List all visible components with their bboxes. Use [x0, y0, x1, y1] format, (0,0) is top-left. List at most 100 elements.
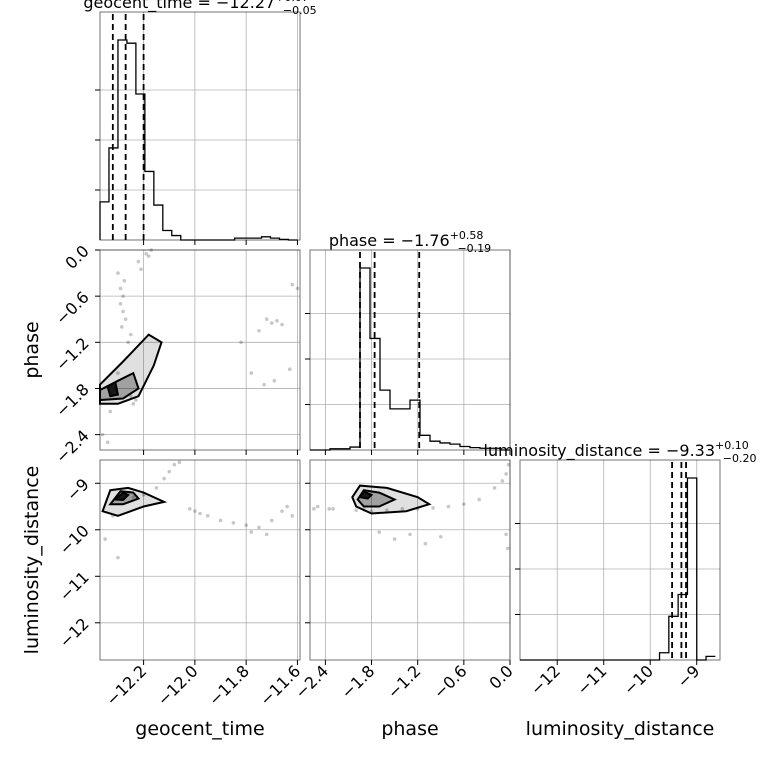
title-main: geocent_time = −12.27	[83, 0, 275, 13]
x-tick-label: −1.8	[337, 661, 378, 702]
x-tick-label: −10	[620, 661, 657, 698]
sample-point	[116, 371, 120, 375]
x-tick-label: −11.8	[205, 661, 253, 709]
sample-point	[257, 525, 261, 530]
x-axis-label-geocent_time: geocent_time	[135, 718, 264, 740]
sample-point	[231, 520, 236, 525]
sample-point	[239, 340, 243, 345]
y-axis-label-luminosity_distance: luminosity_distance	[21, 466, 43, 655]
sample-point	[327, 507, 332, 511]
sample-point	[392, 537, 397, 541]
grid-layer	[100, 12, 720, 660]
x-tick-label: −12.0	[154, 661, 202, 709]
sample-point	[287, 367, 292, 372]
x-tick-label: −1.2	[384, 661, 425, 702]
sample-point	[504, 472, 508, 476]
sample-point	[193, 509, 197, 513]
sample-point	[187, 507, 192, 511]
sample-point	[408, 532, 412, 537]
sample-point	[506, 462, 511, 467]
sample-point	[162, 476, 166, 481]
sample-point	[290, 282, 295, 287]
contour-level	[112, 491, 130, 502]
y-tick-label: −2.4	[52, 426, 93, 467]
y-tick-label: 0.0	[61, 241, 92, 272]
sample-point	[504, 532, 508, 537]
y-tick-label: −1.8	[52, 380, 93, 421]
histogram-phase	[310, 267, 510, 451]
axes-frame	[309, 459, 511, 661]
title-geocent_time: geocent_time = −12.27+0.07−0.05	[83, 0, 316, 17]
sample-point	[118, 286, 123, 291]
sample-point	[262, 382, 266, 387]
sample-point	[249, 371, 254, 375]
sample-point	[285, 504, 289, 509]
title-phase: phase = −1.76+0.58 −0.19	[329, 229, 491, 255]
contour-level	[358, 490, 374, 500]
sample-point	[269, 518, 274, 523]
sample-point	[136, 259, 141, 264]
sample-point	[131, 495, 136, 500]
contour-layer	[99, 333, 432, 517]
sample-point	[144, 252, 148, 256]
axes-frame	[99, 11, 301, 241]
sample-point	[103, 537, 107, 541]
title-luminosity_distance: luminosity_distance = −9.33+0.10 −0.20	[484, 439, 757, 465]
sample-point	[105, 440, 110, 445]
contour-level	[106, 380, 120, 398]
sample-point	[462, 502, 466, 506]
scatter-layer	[100, 248, 511, 560]
sample-point	[134, 398, 138, 402]
sample-point	[423, 541, 428, 546]
y-tick-label: −10	[56, 521, 93, 558]
x-tick-label: 0.0	[485, 661, 516, 692]
x-tick-label: −12	[527, 661, 564, 698]
axes-frame	[99, 249, 301, 451]
y-axis-label-phase: phase	[21, 321, 43, 378]
x-tick-label: −2.4	[291, 661, 332, 702]
tick-layer	[95, 89, 698, 665]
sample-point	[280, 509, 284, 513]
axes-frame	[99, 459, 301, 661]
sample-point	[354, 508, 358, 513]
sample-point	[315, 504, 320, 509]
sample-point	[249, 530, 254, 534]
axes-frame	[309, 249, 511, 451]
sample-point	[385, 508, 389, 513]
sample-point	[295, 286, 300, 291]
sample-point	[218, 518, 223, 523]
sample-point	[167, 469, 172, 474]
sample-point	[154, 486, 159, 490]
sample-point	[123, 317, 128, 322]
sample-point	[431, 506, 435, 510]
sample-point	[128, 332, 133, 337]
sample-point	[198, 511, 202, 516]
x-tick-label: −11	[573, 661, 610, 698]
x-axis-label-phase: phase	[381, 718, 438, 740]
sample-point	[312, 507, 316, 511]
x-axis-label-luminosity_distance: luminosity_distance	[526, 718, 715, 740]
sample-point	[500, 479, 505, 483]
sample-point	[290, 514, 295, 518]
sample-point	[139, 267, 143, 272]
sample-point	[121, 294, 125, 298]
sample-point	[108, 409, 113, 414]
sample-point	[119, 325, 124, 329]
sample-point	[205, 514, 210, 518]
sample-point	[377, 530, 382, 534]
sample-point	[280, 322, 284, 327]
y-tick-label: −9	[63, 475, 93, 505]
x-tick-label: −0.6	[430, 661, 471, 702]
histogram-geocent_time	[99, 39, 298, 241]
sample-point	[272, 378, 277, 383]
sample-point	[172, 462, 177, 467]
sample-point	[275, 318, 279, 323]
y-tick-label: −0.6	[52, 288, 93, 329]
sample-point	[100, 432, 105, 437]
y-tick-label: −1.2	[52, 334, 93, 375]
sample-point	[244, 523, 248, 527]
title-sub: −0.20	[723, 452, 757, 465]
sample-point	[446, 504, 451, 509]
sample-point	[492, 486, 497, 490]
